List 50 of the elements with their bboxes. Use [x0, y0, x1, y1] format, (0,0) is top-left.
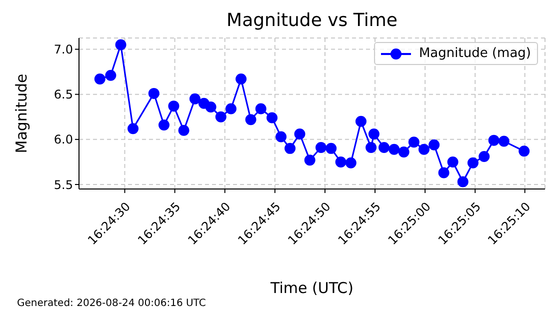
point [148, 88, 160, 99]
point [215, 111, 226, 122]
y-tick-label: 7.0 [54, 42, 73, 57]
chart-title: Magnitude vs Time [226, 10, 398, 31]
point [408, 136, 420, 148]
point [316, 142, 327, 154]
point [158, 119, 170, 130]
point [115, 39, 126, 50]
point [438, 167, 450, 178]
y-tick-label: 6.5 [54, 88, 73, 102]
point [266, 112, 278, 124]
point [488, 134, 500, 146]
point [457, 176, 468, 188]
point [205, 101, 216, 112]
point [368, 128, 380, 140]
point [345, 157, 356, 168]
point [189, 93, 200, 104]
point [335, 156, 346, 168]
point [178, 124, 190, 136]
point [498, 136, 510, 147]
point [398, 146, 410, 158]
text: Generated: 2026-08-24 00:06:16 UTC [17, 298, 206, 309]
point [478, 151, 490, 162]
y-tick-label: 6.0 [54, 132, 73, 147]
point [284, 142, 296, 154]
point [304, 154, 316, 166]
point [245, 114, 256, 126]
point [366, 142, 377, 154]
x-axis-title: Time (UTC) [270, 279, 354, 297]
point [94, 74, 106, 85]
point [128, 123, 139, 134]
point [326, 142, 337, 154]
point [276, 131, 287, 142]
point [105, 70, 116, 81]
y-axis-title: Magnitude [12, 74, 30, 154]
point [355, 116, 366, 127]
point [168, 100, 180, 112]
point [378, 142, 390, 154]
point [518, 146, 530, 157]
point [418, 144, 430, 155]
point [447, 156, 458, 168]
point [255, 103, 266, 114]
point [428, 139, 440, 150]
legend-label: Magnitude (mag) [418, 46, 531, 61]
point [388, 144, 400, 155]
point [236, 74, 247, 85]
point [225, 103, 236, 114]
point [294, 128, 306, 140]
y-tick-label: 5.5 [54, 178, 73, 192]
point [467, 157, 478, 168]
